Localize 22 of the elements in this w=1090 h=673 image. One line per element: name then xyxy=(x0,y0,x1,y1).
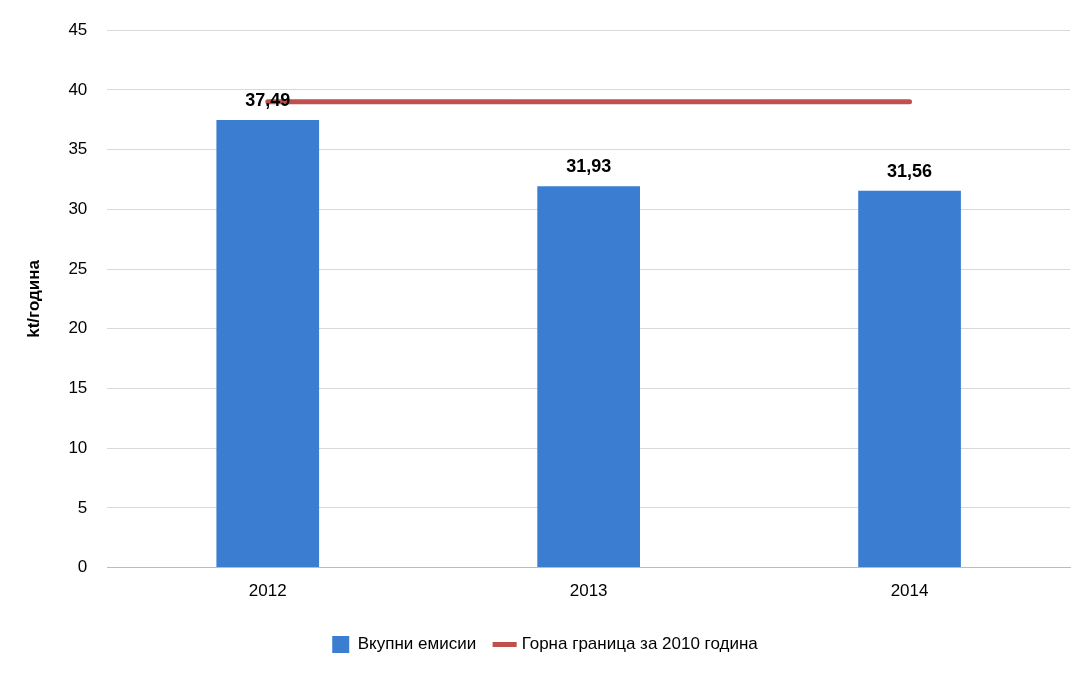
legend-label: Горна граница за 2010 година xyxy=(521,634,759,654)
bar xyxy=(537,186,640,568)
y-tick-label: 45 xyxy=(68,19,88,39)
y-tick-label: 20 xyxy=(68,318,88,338)
y-tick-label: 0 xyxy=(77,557,88,577)
bar xyxy=(216,119,320,568)
x-tick-label: 2012 xyxy=(248,581,287,601)
y-tick-label: 30 xyxy=(68,199,88,219)
x-tick-label: 2014 xyxy=(890,581,929,601)
y-tick-label: 15 xyxy=(68,378,88,398)
data-label: 37,49 xyxy=(245,89,291,110)
legend-label: Вкупни емисии xyxy=(357,634,477,654)
bar xyxy=(858,190,961,568)
y-tick-label: 5 xyxy=(77,497,88,517)
x-tick-label: 2013 xyxy=(569,581,608,601)
data-label: 31,93 xyxy=(566,156,612,177)
y-tick-label: 40 xyxy=(68,79,88,99)
y-tick-label: 25 xyxy=(68,258,88,278)
y-tick-label: 35 xyxy=(68,139,88,159)
data-label: 31,56 xyxy=(887,160,933,181)
y-axis-title: kt/година xyxy=(23,259,43,338)
y-tick-label: 10 xyxy=(68,437,88,457)
